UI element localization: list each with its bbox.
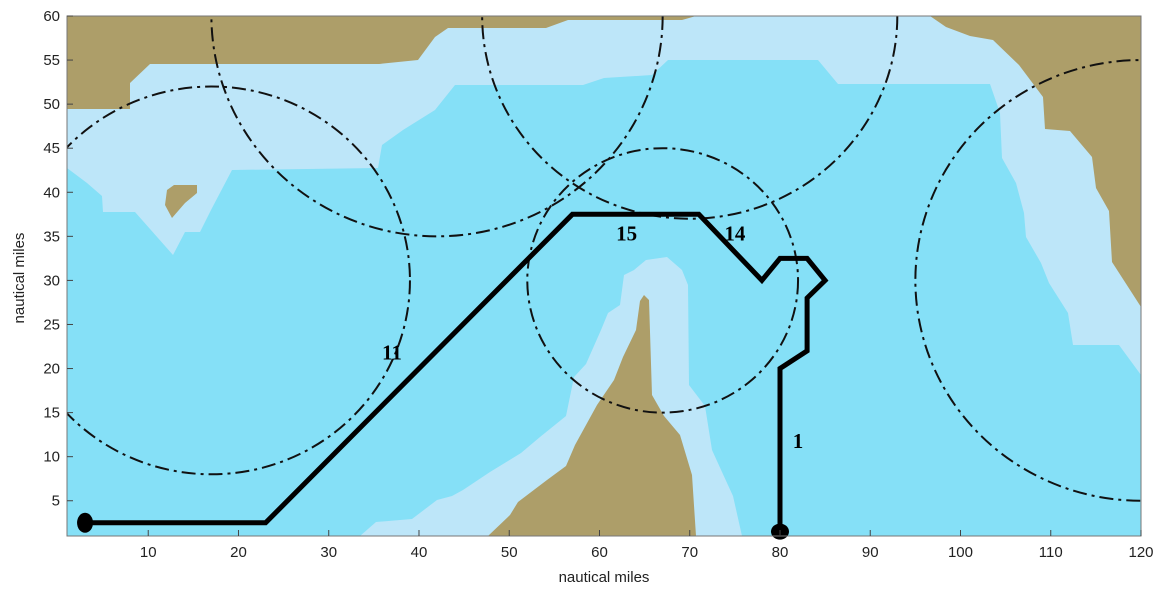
x-axis-title: nautical miles	[559, 569, 650, 586]
land-northwest	[67, 16, 696, 109]
land-islet	[165, 185, 197, 218]
x-tick-label: 80	[772, 544, 789, 561]
route-start-marker	[77, 512, 94, 533]
y-tick-label: 40	[43, 184, 60, 201]
y-tick-label: 5	[52, 493, 60, 510]
x-tick-label: 10	[140, 544, 157, 561]
land-south	[488, 295, 696, 536]
range-circle	[67, 85, 411, 476]
route-segment-label: 11	[382, 341, 402, 365]
y-tick-label: 20	[43, 361, 60, 378]
route-segment-label: 1	[793, 429, 804, 453]
route-path	[82, 211, 829, 535]
range-circle	[526, 147, 800, 414]
x-tick-label: 40	[411, 544, 428, 561]
x-tick-label: 90	[862, 544, 879, 561]
x-tick-label: 120	[1128, 544, 1153, 561]
y-tick-label: 25	[43, 316, 60, 333]
x-tick-label: 110	[1039, 544, 1063, 561]
y-axis-title: nautical miles	[11, 233, 28, 324]
y-axis: 5 10 15 20 25 30 35 40 45 50 55 60	[43, 8, 73, 510]
route-segment-label: 14	[724, 222, 746, 246]
route-segment-label: 15	[616, 222, 637, 246]
shallow-water-north	[67, 16, 1141, 375]
x-tick-label: 50	[501, 544, 518, 561]
y-tick-label: 45	[43, 140, 60, 157]
land-northeast	[930, 16, 1141, 307]
y-tick-label: 10	[43, 449, 60, 466]
y-tick-label: 60	[43, 8, 60, 25]
y-tick-label: 15	[43, 405, 60, 422]
x-tick-label: 60	[591, 544, 608, 561]
x-tick-label: 70	[681, 544, 698, 561]
x-axis: 10 20 30 40 50 60 70 80 90 100 110 120	[140, 530, 1154, 561]
y-tick-label: 50	[43, 96, 60, 113]
x-tick-label: 100	[948, 544, 973, 561]
y-tick-label: 55	[43, 52, 60, 69]
x-tick-label: 30	[320, 544, 337, 561]
x-tick-label: 20	[230, 544, 247, 561]
plot-frame	[66, 15, 1142, 537]
y-tick-label: 35	[43, 228, 60, 245]
y-tick-label: 30	[43, 272, 60, 289]
